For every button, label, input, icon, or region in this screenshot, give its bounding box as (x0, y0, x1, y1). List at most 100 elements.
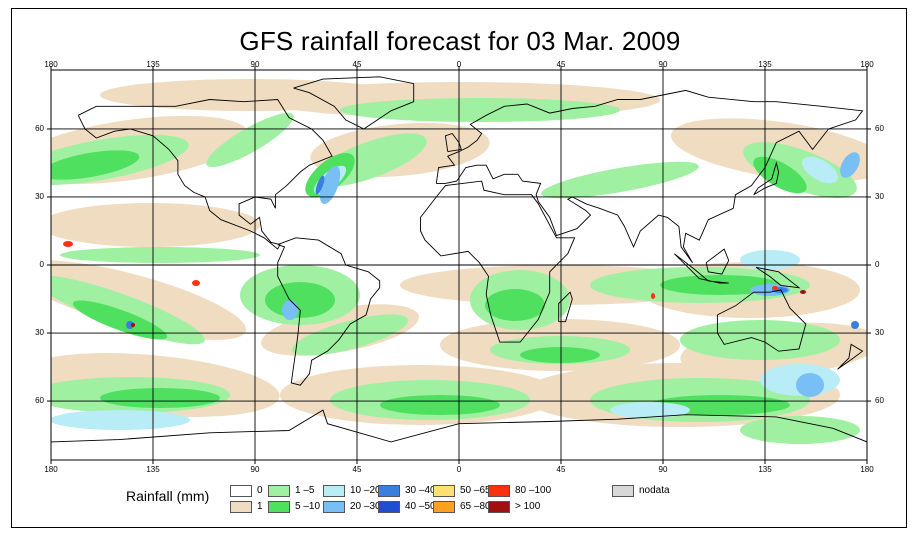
legend-swatch (230, 501, 252, 513)
lon-tick-label: 180 (860, 465, 874, 474)
rain-area (100, 79, 400, 111)
lon-tick-label: 90 (658, 465, 668, 474)
rain-area (520, 347, 600, 363)
legend-label: > 100 (515, 501, 541, 512)
legend-label: 40 –50 (405, 501, 436, 512)
rain-area (63, 241, 73, 247)
lat-tick-label: 60 (35, 123, 44, 133)
legend-swatch (378, 485, 400, 497)
legend-label: 1 –5 (295, 485, 315, 496)
legend-swatch (323, 501, 345, 513)
rain-area (51, 150, 140, 180)
legend-swatch (488, 485, 510, 497)
legend-swatch (323, 485, 345, 497)
rain-area (51, 203, 260, 247)
madagascar-coastline (558, 291, 573, 323)
rain-area (772, 286, 778, 290)
graticule (51, 70, 867, 460)
lat-tick-label: 60 (35, 396, 44, 406)
lon-tick-label: 45 (556, 60, 566, 69)
legend-title: Rainfall (mm) (126, 488, 210, 504)
rain-area (319, 166, 341, 204)
legend-swatch (268, 485, 290, 497)
lon-tick-label: 180 (44, 60, 58, 69)
legend-swatch (378, 501, 400, 513)
lon-tick-label: 0 (456, 60, 462, 69)
legend-label: 65 –80 (460, 501, 491, 512)
rain-area (740, 416, 860, 444)
rain-area (315, 175, 325, 195)
coastlines (51, 76, 867, 443)
rain-area (131, 323, 135, 327)
australia-coastline (716, 289, 807, 352)
rain-area (840, 152, 860, 178)
lat-tick-label: 0 (39, 260, 44, 269)
lon-tick-label: 180 (44, 465, 58, 474)
lat-tick-label: 30 (875, 191, 884, 201)
legend-label: 50 –65 (460, 485, 491, 496)
rain-area (753, 156, 807, 194)
rain-area (206, 112, 294, 168)
rain-area (60, 247, 260, 263)
rain-area (291, 314, 409, 356)
lon-tick-label: 90 (250, 60, 260, 69)
rain-area (380, 395, 500, 415)
tick-marks (47, 66, 871, 464)
borneo-coastline (705, 248, 730, 275)
rain-area (192, 280, 200, 286)
lon-tick-label: 45 (352, 465, 362, 474)
rain-area (51, 410, 190, 430)
rain-area (126, 321, 134, 329)
rain-area (740, 250, 800, 270)
lon-tick-label: 90 (658, 60, 668, 69)
legend-label: 5 –10 (295, 501, 321, 512)
antarctica-coastline (51, 409, 867, 443)
lon-tick-label: 135 (758, 465, 772, 474)
legend-label: 1 (257, 501, 263, 512)
legend-label: 30 –40 (405, 485, 436, 496)
greenland-coastline (293, 76, 415, 130)
rain-area (485, 289, 545, 321)
figure-frame (11, 8, 907, 528)
lon-tick-label: 0 (456, 465, 462, 474)
lon-tick-label: 135 (146, 60, 160, 69)
rain-area (610, 402, 690, 418)
lon-tick-label: 90 (250, 465, 260, 474)
legend-swatch (488, 501, 510, 513)
lat-tick-label: 60 (875, 396, 884, 406)
rain-area (651, 293, 655, 299)
rain-area (743, 142, 857, 198)
lon-tick-label: 135 (146, 465, 160, 474)
lon-tick-label: 45 (556, 465, 566, 474)
legend-label: 0 (257, 485, 263, 496)
lon-tick-label: 180 (860, 60, 874, 69)
page-title: GFS rainfall forecast for 03 Mar. 2009 (239, 26, 681, 56)
rain-area (851, 321, 859, 329)
new-guinea-coastline (755, 266, 801, 289)
lon-tick-label: 45 (352, 60, 362, 69)
lat-tick-label: 60 (875, 123, 884, 133)
rain-area (796, 373, 824, 397)
south-america-coastline (277, 237, 381, 386)
rain-area (100, 388, 220, 408)
legend-swatch (230, 485, 252, 497)
lat-tick-label: 0 (875, 260, 880, 269)
new-zealand-coastline (837, 343, 864, 370)
legend-label: 20 –30 (350, 501, 381, 512)
legend-label: nodata (639, 485, 670, 496)
legend-label: 80 –100 (515, 485, 552, 496)
lat-tick-label: 30 (875, 328, 884, 338)
legend-swatch (433, 485, 455, 497)
legend-label: 10 –20 (350, 485, 381, 496)
legend-swatch (433, 501, 455, 513)
lat-tick-label: 30 (35, 328, 44, 338)
lat-tick-label: 30 (35, 191, 44, 201)
rain-area (282, 300, 298, 320)
legend-swatch (612, 485, 634, 497)
rain-area (800, 290, 806, 294)
japan-coastline (753, 161, 780, 196)
legend-swatch (268, 501, 290, 513)
rain-area (72, 300, 168, 340)
indonesia-coastline (673, 253, 729, 284)
